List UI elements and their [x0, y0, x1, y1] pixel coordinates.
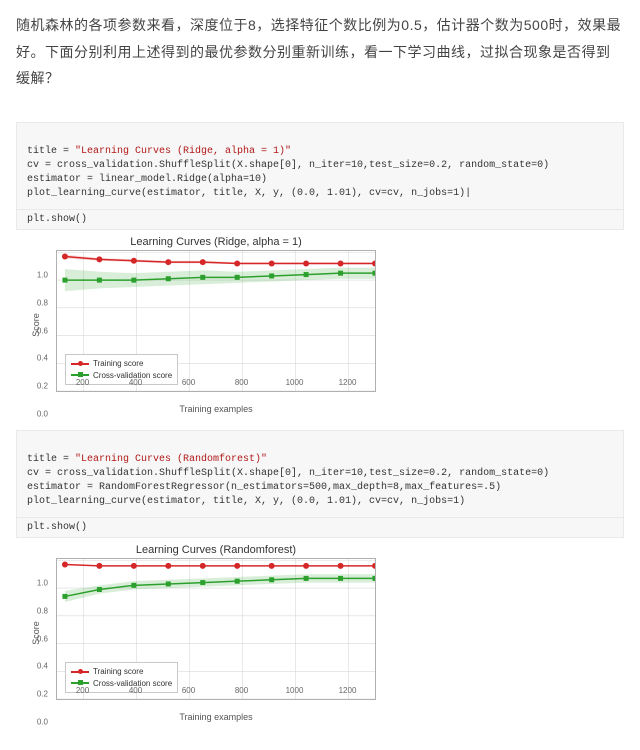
- y-tick-label: 0.6: [37, 634, 48, 643]
- plot-area-ridge: Training score Cross-validation score: [56, 250, 376, 392]
- intro-paragraph: 随机森林的各项参数来看，深度位于8，选择特征个数比例为0.5，估计器个数为500…: [16, 12, 624, 92]
- legend-mark-train-icon: [71, 361, 89, 367]
- y-tick-label: 0.2: [37, 690, 48, 699]
- x-tick-label: 600: [182, 686, 195, 695]
- code-line: cv = cross_validation.ShuffleSplit(X.sha…: [27, 468, 549, 479]
- x-tick-label: 800: [235, 686, 248, 695]
- chart-ridge: Learning Curves (Ridge, alpha = 1) Score…: [56, 236, 376, 414]
- code-line: estimator = RandomForestRegressor(n_esti…: [27, 482, 501, 493]
- legend-label: Training score: [93, 358, 143, 369]
- x-axis-label: Training examples: [56, 404, 376, 414]
- x-tick-label: 600: [182, 378, 195, 387]
- code-line: plot_learning_curve(estimator, title, X,…: [27, 496, 465, 507]
- x-tick-label: 1200: [339, 686, 357, 695]
- chart-title: Learning Curves (Ridge, alpha = 1): [56, 236, 376, 248]
- code-line: plot_learning_curve(estimator, title, X,…: [27, 188, 471, 199]
- x-tick-label: 1200: [339, 378, 357, 387]
- y-tick-label: 1.0: [37, 579, 48, 588]
- x-ticks: 200 400 600 800 1000 1200: [56, 378, 376, 388]
- x-ticks: 200 400 600 800 1000 1200: [56, 686, 376, 696]
- x-axis-label: Training examples: [56, 712, 376, 722]
- x-tick-label: 800: [235, 378, 248, 387]
- y-tick-label: 0.6: [37, 326, 48, 335]
- output-ridge: Learning Curves (Ridge, alpha = 1) Score…: [16, 236, 624, 414]
- code-cell-ridge: title = "Learning Curves (Ridge, alpha =…: [16, 122, 624, 210]
- code-show-rf: plt.show(): [16, 518, 624, 538]
- legend-label: Training score: [93, 666, 143, 677]
- x-tick-label: 400: [129, 686, 142, 695]
- x-tick-label: 1000: [286, 686, 304, 695]
- code-line: title = "Learning Curves (Randomforest)": [27, 454, 267, 465]
- x-tick-label: 200: [76, 378, 89, 387]
- y-tick-label: 0.4: [37, 662, 48, 671]
- y-tick-label: 0.0: [37, 409, 48, 418]
- y-tick-label: 1.0: [37, 271, 48, 280]
- y-tick-label: 0.8: [37, 298, 48, 307]
- y-tick-label: 0.8: [37, 606, 48, 615]
- code-line: title = "Learning Curves (Ridge, alpha =…: [27, 146, 291, 157]
- y-tick-label: 0.2: [37, 382, 48, 391]
- code-show-ridge: plt.show(): [16, 210, 624, 230]
- plot-area-rf: Training score Cross-validation score: [56, 558, 376, 700]
- code-cell-rf: title = "Learning Curves (Randomforest)"…: [16, 430, 624, 518]
- x-tick-label: 1000: [286, 378, 304, 387]
- code-line: estimator = linear_model.Ridge(alpha=10): [27, 174, 267, 185]
- y-tick-label: 0.0: [37, 717, 48, 726]
- y-tick-label: 0.4: [37, 354, 48, 363]
- chart-title: Learning Curves (Randomforest): [56, 544, 376, 556]
- legend-mark-train-icon: [71, 669, 89, 675]
- x-tick-label: 200: [76, 686, 89, 695]
- code-line: cv = cross_validation.ShuffleSplit(X.sha…: [27, 160, 549, 171]
- x-tick-label: 400: [129, 378, 142, 387]
